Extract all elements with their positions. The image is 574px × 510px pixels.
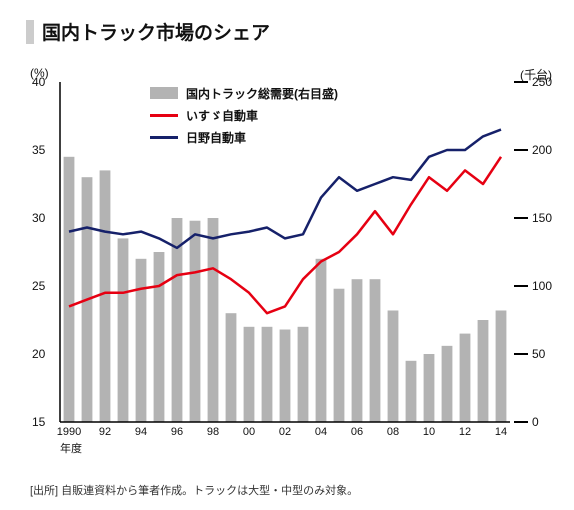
x-tick-label: 92 (99, 426, 111, 438)
title-tick (26, 20, 34, 44)
y-right-tick-label: 200 (532, 143, 552, 157)
x-tick-label: 02 (279, 426, 291, 438)
chart-area: (%) (千台) 国内トラック総需要(右目盛)いすゞ自動車日野自動車 年度 15… (0, 58, 574, 468)
bar (280, 330, 291, 422)
y-right-tick (514, 285, 528, 287)
x-axis-label: 年度 (60, 440, 82, 456)
bar (352, 279, 363, 422)
y-right-tick-label: 250 (532, 75, 552, 89)
x-tick-label: 06 (351, 426, 363, 438)
bar (442, 346, 453, 422)
x-tick-label: 12 (459, 426, 471, 438)
bar (118, 238, 129, 422)
y-right-tick-label: 150 (532, 211, 552, 225)
legend-swatch-line (150, 114, 178, 117)
bar (370, 279, 381, 422)
x-tick-label: 10 (423, 426, 435, 438)
x-tick-label: 1990 (57, 426, 81, 438)
y-left-tick-label: 40 (32, 75, 45, 89)
y-left-tick-label: 20 (32, 347, 45, 361)
legend-row: 国内トラック総需要(右目盛) (150, 84, 338, 102)
chart-title: 国内トラック市場のシェア (42, 18, 270, 45)
x-tick-label: 04 (315, 426, 327, 438)
x-tick-label: 14 (495, 426, 507, 438)
legend-label: 国内トラック総需要(右目盛) (186, 85, 338, 102)
bar (262, 327, 273, 422)
bar (190, 221, 201, 422)
legend: 国内トラック総需要(右目盛) いすゞ自動車日野自動車 (150, 84, 338, 150)
bar (478, 320, 489, 422)
bar (208, 218, 219, 422)
bar (136, 259, 147, 422)
legend-swatch-bar (150, 87, 178, 99)
y-right-tick (514, 81, 528, 83)
y-right-tick-label: 100 (532, 279, 552, 293)
x-tick-label: 00 (243, 426, 255, 438)
bar (424, 354, 435, 422)
bar (64, 157, 75, 422)
bar (100, 170, 111, 422)
bar (316, 259, 327, 422)
bar (388, 310, 399, 422)
series-line (69, 157, 501, 313)
y-right-tick (514, 217, 528, 219)
y-right-tick-label: 0 (532, 415, 539, 429)
legend-row: いすゞ自動車 (150, 106, 338, 124)
legend-label: 日野自動車 (186, 129, 246, 146)
y-right-tick-label: 50 (532, 347, 545, 361)
bar (226, 313, 237, 422)
y-right-tick (514, 353, 528, 355)
bar (244, 327, 255, 422)
bar (406, 361, 417, 422)
y-right-tick (514, 149, 528, 151)
legend-swatch-line (150, 136, 178, 139)
y-left-tick-label: 25 (32, 279, 45, 293)
chart-title-bar: 国内トラック市場のシェア (26, 18, 270, 45)
x-tick-label: 94 (135, 426, 147, 438)
y-left-tick-label: 30 (32, 211, 45, 225)
legend-row: 日野自動車 (150, 128, 338, 146)
bar (298, 327, 309, 422)
y-right-tick (514, 421, 528, 423)
x-tick-label: 98 (207, 426, 219, 438)
bar (496, 310, 507, 422)
y-left-tick-label: 35 (32, 143, 45, 157)
legend-label: いすゞ自動車 (186, 107, 258, 124)
bar (334, 289, 345, 422)
x-tick-label: 96 (171, 426, 183, 438)
bar (460, 334, 471, 422)
y-left-tick-label: 15 (32, 415, 45, 429)
chart-footnote: [出所] 自販連資料から筆者作成。トラックは大型・中型のみ対象。 (30, 482, 358, 498)
bar (154, 252, 165, 422)
x-tick-label: 08 (387, 426, 399, 438)
